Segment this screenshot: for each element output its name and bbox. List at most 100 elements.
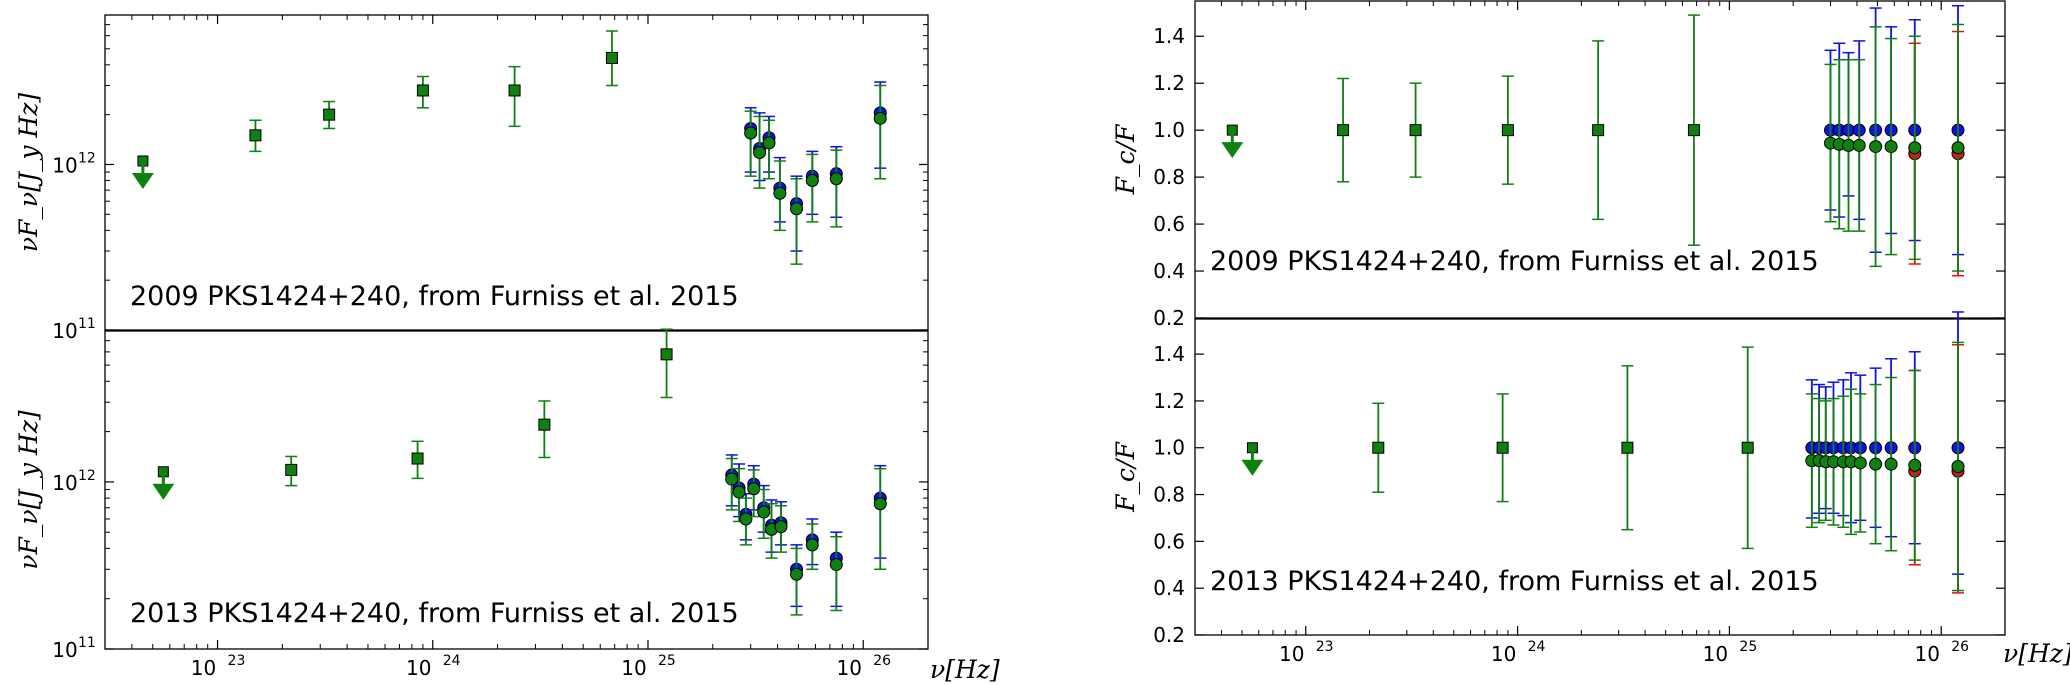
x-tick-label: 10 bbox=[621, 656, 646, 680]
x-tick-exponent: 24 bbox=[1528, 639, 1546, 655]
data-point-circle-green bbox=[1951, 459, 1965, 473]
data-point-circle-green bbox=[790, 567, 804, 581]
y-tick-exponent: 12 bbox=[78, 468, 96, 484]
data-point-circle-green bbox=[747, 482, 761, 496]
x-tick-label: 10 bbox=[1491, 642, 1516, 666]
data-point-circle-green bbox=[790, 202, 804, 216]
y-tick-exponent: 11 bbox=[78, 316, 96, 332]
data-point-square bbox=[411, 452, 424, 465]
upper-limit-arrow bbox=[131, 172, 154, 189]
panel-2009-ratio: 0.2 0.4 0.6 0.8 1.0 1.2 1.4 F_c/F 2009 PKS1424+2… bbox=[1111, 0, 2006, 330]
y-tick-label: 0.2 bbox=[1153, 306, 1185, 330]
y-tick-label: 1.4 bbox=[1153, 342, 1185, 366]
axes-frame bbox=[1194, 318, 2006, 636]
x-tick-exponent: 23 bbox=[1316, 639, 1334, 655]
y-tick-label: 1.0 bbox=[1153, 436, 1185, 460]
data-point-square bbox=[1337, 124, 1350, 137]
y-axis-label: F_c/F bbox=[1111, 441, 1140, 513]
y-tick-label: 1.2 bbox=[1153, 389, 1185, 413]
x-tick-label: 10 bbox=[191, 656, 216, 680]
data-point-square bbox=[1741, 441, 1754, 454]
panel-annotation: 2013 PKS1424+240, from Furniss et al. 20… bbox=[130, 598, 739, 629]
data-point-square bbox=[660, 348, 673, 361]
data-point-circle-green bbox=[1951, 141, 1965, 155]
data-point-square bbox=[1501, 124, 1514, 137]
y-axis-label: F_c/F bbox=[1111, 123, 1140, 195]
y-axis-label: νF_ν[J_y Hz] bbox=[14, 410, 43, 570]
data-point-circle-green bbox=[762, 136, 776, 150]
data-point-square bbox=[1409, 124, 1422, 137]
data-point-circle-green bbox=[1884, 457, 1898, 471]
y-tick-label: 10 bbox=[52, 319, 77, 343]
data-point-circle-green bbox=[1908, 141, 1922, 155]
data-point-square bbox=[1592, 124, 1605, 137]
panel-annotation: 2009 PKS1424+240, from Furniss et al. 20… bbox=[1210, 246, 1819, 277]
data-point-square bbox=[1687, 124, 1700, 137]
data-point-square bbox=[538, 418, 551, 431]
upper-limit-arrow bbox=[152, 483, 175, 500]
data-point-circle-green bbox=[1908, 458, 1922, 472]
y-tick-label: 0.8 bbox=[1153, 483, 1185, 507]
data-point-square bbox=[1496, 441, 1509, 454]
data-point-square bbox=[605, 51, 618, 64]
data-point-square bbox=[508, 84, 521, 97]
x-tick-exponent: 25 bbox=[1739, 639, 1757, 655]
data-point-square bbox=[249, 129, 262, 142]
x-tick-exponent: 25 bbox=[658, 653, 676, 669]
data-point-circle-green bbox=[805, 174, 819, 188]
axes-frame bbox=[1194, 0, 2006, 319]
data-point-circle-green bbox=[744, 126, 758, 140]
data-point-circle-green bbox=[805, 538, 819, 552]
y-tick-exponent: 11 bbox=[78, 635, 96, 651]
data-point-circle-green bbox=[739, 512, 753, 526]
y-tick-label: 0.4 bbox=[1153, 259, 1185, 283]
x-tick-exponent: 24 bbox=[443, 653, 461, 669]
x-tick-label: 10 bbox=[836, 656, 861, 680]
data-point-circle-green bbox=[873, 111, 887, 125]
data-point-circle-green bbox=[1884, 140, 1898, 154]
y-tick-label: 0.8 bbox=[1153, 165, 1185, 189]
data-point-circle-green bbox=[774, 520, 788, 534]
data-point-circle-green bbox=[757, 505, 771, 519]
y-tick-label: 10 bbox=[52, 153, 77, 177]
data-point-circle-green bbox=[829, 558, 843, 572]
y-tick-label: 1.0 bbox=[1153, 118, 1185, 142]
data-point-circle-green bbox=[829, 172, 843, 186]
y-tick-label: 0.4 bbox=[1153, 576, 1185, 600]
x-tick-label: 10 bbox=[406, 656, 431, 680]
x-axis-label-left: ν[Hz] bbox=[930, 655, 1000, 684]
y-tick-label: 1.2 bbox=[1153, 71, 1185, 95]
y-tick-label: 0.6 bbox=[1153, 529, 1185, 553]
data-point-square bbox=[323, 108, 336, 121]
x-tick-exponent: 26 bbox=[873, 653, 891, 669]
data-point-square bbox=[416, 84, 429, 97]
data-point-circle-green bbox=[873, 497, 887, 511]
data-point-circle-green bbox=[1869, 457, 1883, 471]
upper-limit-arrow bbox=[1221, 142, 1244, 159]
panel-annotation: 2009 PKS1424+240, from Furniss et al. 20… bbox=[130, 281, 739, 312]
data-point-circle-green bbox=[732, 485, 746, 499]
data-point-circle-green bbox=[1852, 138, 1866, 152]
panel-annotation: 2013 PKS1424+240, from Furniss et al. 20… bbox=[1210, 566, 1819, 597]
x-tick-label: 10 bbox=[1279, 642, 1304, 666]
data-point-circle-green bbox=[773, 186, 787, 200]
y-tick-label: 10 bbox=[52, 638, 77, 662]
data-point-square bbox=[1372, 441, 1385, 454]
y-axis-label: νF_ν[J_y Hz] bbox=[14, 93, 43, 253]
y-tick-exponent: 12 bbox=[78, 150, 96, 166]
x-tick-exponent: 23 bbox=[228, 653, 246, 669]
data-point-circle-green bbox=[753, 146, 767, 160]
y-tick-label: 1.4 bbox=[1153, 24, 1185, 48]
x-tick-label: 10 bbox=[1703, 642, 1728, 666]
x-axis-label-right: ν[Hz] bbox=[2003, 639, 2070, 668]
y-tick-label: 10 bbox=[52, 471, 77, 495]
x-tick-exponent: 26 bbox=[1951, 639, 1969, 655]
data-point-circle-green bbox=[1869, 140, 1883, 154]
panel-2013-ratio: 10 23 10 24 10 25 10 26 0.2 0.4 0.6 0.8 1.0 1.2 1.4 F_c… bbox=[1111, 311, 2006, 666]
y-tick-label: 0.2 bbox=[1153, 623, 1185, 647]
data-point-circle-green bbox=[1853, 456, 1867, 470]
upper-limit-arrow bbox=[1241, 459, 1264, 476]
